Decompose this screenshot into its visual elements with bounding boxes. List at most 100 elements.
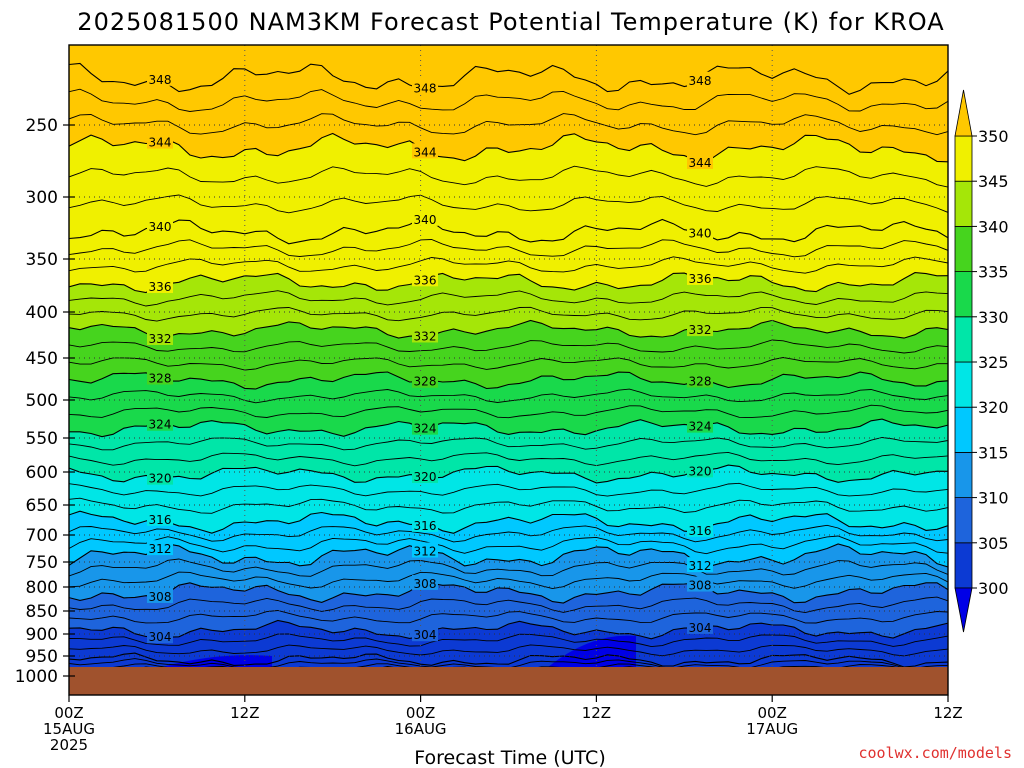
isoline-minor	[69, 404, 948, 419]
contour-label: 328	[149, 372, 172, 386]
band-348	[69, 45, 948, 95]
contour-label: 348	[689, 74, 712, 88]
contour-label: 332	[414, 329, 437, 343]
isoline-328	[69, 371, 948, 390]
x-tick-label: 12Z	[933, 704, 962, 722]
contour-label: 316	[689, 524, 712, 538]
colorbar-label: 340	[978, 217, 1009, 236]
colorbar-label: 320	[978, 398, 1009, 417]
contour-label-bg	[147, 369, 173, 385]
y-tick-label: 350	[26, 250, 58, 270]
contour-label-bg	[412, 372, 438, 388]
contour-label: 336	[149, 280, 172, 294]
contour-label-bg	[687, 417, 713, 433]
isoline-minor	[69, 113, 948, 136]
y-tick-label: 550	[26, 429, 58, 449]
isoline-minor	[69, 482, 948, 497]
colorbar-box	[954, 180, 973, 227]
contour-label: 340	[149, 220, 172, 234]
contour-label: 304	[414, 628, 437, 642]
isoline-minor	[69, 165, 948, 188]
contour-label: 324	[689, 420, 712, 434]
isoline-minor	[69, 558, 948, 577]
isoline-minor	[69, 596, 948, 614]
y-tick-label: 250	[26, 116, 58, 136]
band-344	[69, 45, 948, 163]
isoline-minor	[69, 644, 948, 657]
contour-label-bg	[687, 521, 713, 537]
contour-label-bg	[147, 587, 173, 603]
x-axis-label: Forecast Time (UTC)	[414, 747, 605, 768]
y-tick-label: 300	[26, 188, 58, 208]
x-tick-label: 17AUG	[746, 720, 798, 738]
isoline-minor	[69, 306, 948, 322]
x-tick-label: 12Z	[582, 704, 611, 722]
colorbar-label: 330	[978, 308, 1009, 327]
contour-label-bg	[147, 415, 173, 431]
colorbar-top-arrow	[954, 89, 973, 137]
colorbar: 300 305 310 315 320 325 330 335 340 345 350	[954, 89, 1009, 633]
isoline-316	[69, 510, 948, 534]
contour-label: 320	[689, 464, 712, 478]
contour-labels: 348 348 348 344 344 344 340 340 340 336 336 336 332 3…	[147, 70, 713, 644]
colorbar-label: 305	[978, 534, 1009, 553]
y-tick-label: 450	[26, 349, 58, 369]
y-tick-label: 600	[26, 463, 58, 483]
contour-label: 312	[689, 559, 712, 573]
contour-lines	[69, 62, 948, 667]
isoline-minor	[69, 524, 948, 543]
isoline-336	[69, 272, 948, 294]
credit-text: coolwx.com/models	[858, 744, 1012, 762]
isoline-312	[69, 543, 948, 568]
contour-label: 308	[414, 577, 437, 591]
x-tick-label: 12Z	[230, 704, 259, 722]
x-tick-label: 16AUG	[395, 720, 447, 738]
x-tick-label: 00Z	[54, 704, 83, 722]
contour-label-bg	[412, 467, 438, 483]
y-axis-ticks: 250 300 350 400 450 500 550 600 650 700 750 800 850 9…	[15, 116, 75, 687]
isoline-348	[69, 62, 948, 95]
contour-label-bg	[412, 626, 438, 642]
contour-label: 344	[414, 145, 437, 159]
x-tick-label: 00Z	[758, 704, 787, 722]
isoline-minor	[69, 194, 948, 214]
contour-label: 308	[689, 579, 712, 593]
colorbar-box	[954, 406, 973, 453]
colorbar-box	[954, 225, 973, 272]
y-tick-label: 650	[26, 496, 58, 516]
x-tick-label: 15AUG	[43, 720, 95, 738]
contour-label-bg	[147, 510, 173, 526]
x-tick-label: 2025	[50, 736, 88, 754]
contour-label: 304	[149, 630, 172, 644]
isoline-minor	[69, 571, 948, 590]
isoline-344	[69, 132, 948, 163]
contour-label-bg	[687, 153, 713, 169]
contour-label-bg	[147, 329, 173, 345]
isoline-324	[69, 418, 948, 438]
isoline-300	[69, 652, 948, 667]
contour-label: 312	[414, 544, 437, 558]
y-tick-label: 950	[26, 647, 58, 667]
contour-label: 308	[149, 590, 172, 604]
isoline-304	[69, 619, 948, 640]
contour-label-bg	[687, 462, 713, 478]
colorbar-box	[954, 316, 973, 363]
isoline-minor	[112, 663, 898, 667]
contour-label-bg	[147, 628, 173, 644]
contour-label-bg	[687, 372, 713, 388]
isoline-minor	[69, 497, 948, 514]
isoline-minor	[69, 388, 948, 404]
contour-label-bg	[412, 574, 438, 590]
contour-label-bg	[147, 540, 173, 556]
ground-layer	[69, 667, 948, 695]
contour-label: 304	[689, 621, 712, 635]
contour-label: 320	[414, 470, 437, 484]
contour-label: 324	[414, 422, 437, 436]
contour-label: 324	[149, 418, 172, 432]
isoline-minor	[69, 88, 948, 112]
isoline-minor	[69, 610, 948, 624]
contour-label-bg	[687, 269, 713, 285]
isoline-minor	[69, 256, 948, 274]
colorbar-box	[954, 451, 973, 498]
colorbar-box	[954, 497, 973, 544]
